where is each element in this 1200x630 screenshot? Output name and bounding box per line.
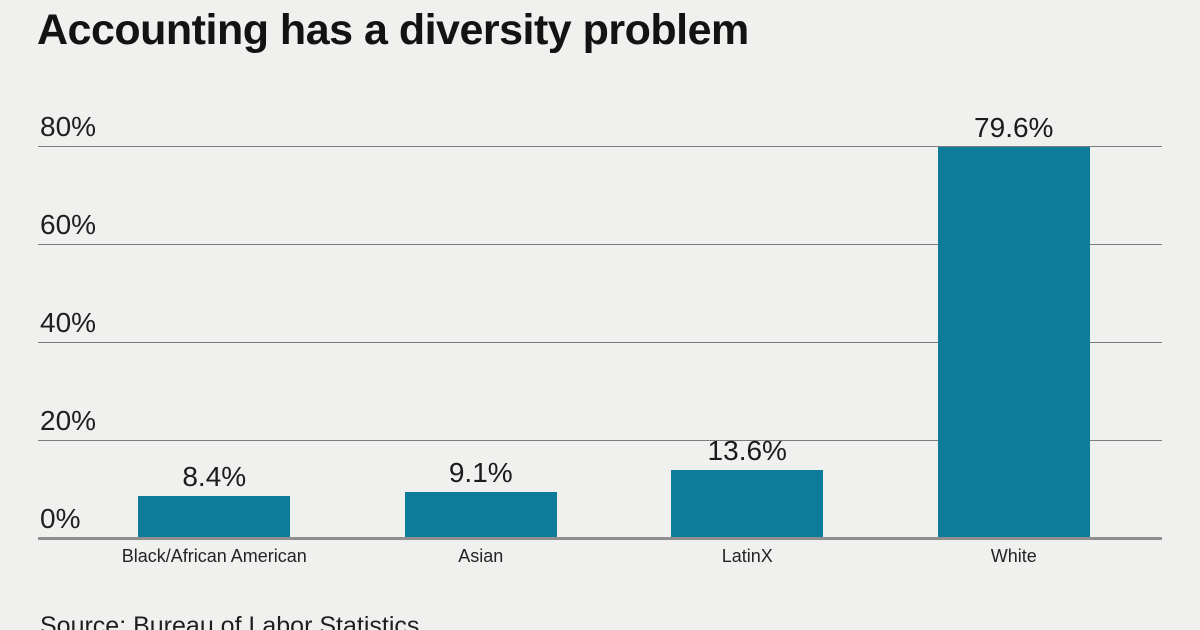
y-tick-label-0: 0% — [40, 503, 81, 534]
bar-asian — [404, 492, 557, 537]
source-note: Source: Bureau of Labor Statistics — [40, 612, 420, 630]
gridline-0 — [38, 537, 1162, 540]
value-label-asian: 9.1% — [448, 457, 513, 489]
chart-title: Accounting has a diversity problem — [37, 6, 749, 54]
gridline-80 — [38, 146, 1162, 147]
x-tick-label-latinx: LatinX — [721, 546, 773, 566]
value-label-white: 79.6% — [974, 111, 1054, 143]
y-tick-label-20: 20% — [40, 405, 97, 436]
y-tick-label-80: 80% — [40, 111, 97, 142]
value-label-latinx: 13.6% — [707, 435, 787, 467]
value-label-black-african-american: 8.4% — [182, 460, 247, 492]
x-tick-label-black-african-american: Black/African American — [121, 546, 307, 566]
gridline-40 — [38, 342, 1162, 343]
x-tick-label-white: White — [990, 546, 1037, 566]
y-tick-label-60: 60% — [40, 209, 97, 240]
bar-black-african-american — [138, 495, 291, 537]
gridline-20 — [38, 440, 1162, 441]
x-tick-label-asian: Asian — [458, 546, 504, 566]
gridline-60 — [38, 244, 1162, 245]
bar-white — [937, 146, 1090, 537]
y-tick-label-40: 40% — [40, 307, 97, 338]
bar-latinx — [671, 470, 824, 537]
